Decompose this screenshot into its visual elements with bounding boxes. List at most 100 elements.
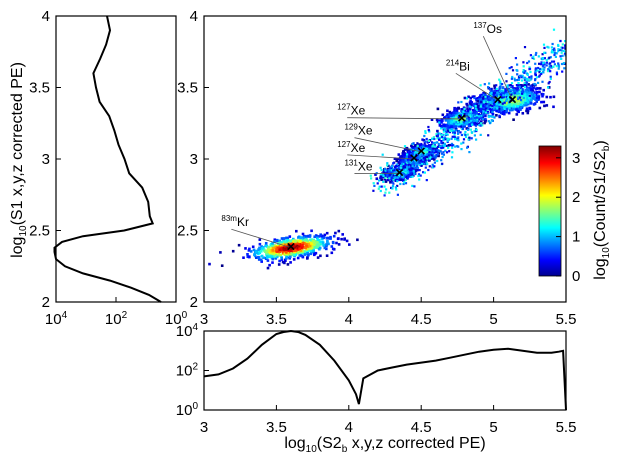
heatmap-cell: [475, 138, 478, 141]
heatmap-cell: [318, 247, 321, 251]
heatmap-cell: [495, 110, 498, 113]
heatmap-cell: [486, 111, 489, 114]
heatmap-cell: [468, 107, 472, 110]
heatmap-cell: [395, 173, 398, 176]
heatmap-cell: [257, 255, 260, 259]
heatmap-cell: [348, 243, 351, 246]
heatmap-cell: [496, 107, 499, 110]
heatmap-cell: [543, 46, 546, 49]
heatmap-cell: [503, 97, 506, 100]
heatmap-cell: [538, 106, 542, 110]
heatmap-cell: [384, 167, 387, 170]
heatmap-cell: [470, 117, 473, 120]
heatmap-cell: [436, 137, 439, 140]
heatmap-cell: [543, 63, 546, 66]
heatmap-cell: [512, 95, 515, 99]
heatmap-cell: [423, 162, 426, 166]
heatmap-cell: [537, 81, 540, 84]
heatmap-cell: [443, 124, 446, 127]
heatmap-cell: [473, 123, 476, 126]
heatmap-cell: [280, 241, 284, 244]
heatmap-cell: [483, 93, 486, 96]
heatmap-cell: [549, 56, 552, 59]
heatmap-cell: [550, 51, 553, 54]
heatmap-cell: [418, 178, 421, 181]
heatmap-cell: [557, 62, 560, 65]
heatmap-cell: [441, 162, 444, 165]
heatmap-cell: [522, 65, 525, 68]
heatmap-cell: [303, 242, 307, 246]
heatmap-cell: [477, 113, 480, 116]
heatmap-cell: [511, 75, 514, 79]
y-tick-label: 4: [42, 8, 50, 25]
heatmap-cell: [411, 156, 414, 160]
heatmap-cell: [380, 169, 383, 172]
heatmap-cell: [460, 120, 463, 124]
heatmap-cell: [469, 96, 473, 100]
heatmap-cell: [508, 67, 511, 70]
heatmap-cell: [407, 160, 410, 163]
heatmap-cell: [474, 105, 477, 108]
heatmap-cell: [575, 73, 577, 75]
heatmap-cell: [457, 120, 460, 123]
heatmap-cell: [384, 176, 387, 179]
heatmap-cell: [415, 150, 418, 153]
heatmap-cell: [527, 88, 530, 91]
heatmap-cell: [280, 247, 284, 251]
heatmap-cell: [464, 119, 467, 122]
heatmap-cell: [560, 46, 563, 49]
heatmap-cell: [456, 145, 459, 148]
heatmap-cell: [557, 67, 560, 70]
x-tick-label: 5.5: [556, 419, 577, 436]
heatmap-cell: [305, 238, 309, 242]
heatmap-cell: [514, 92, 517, 95]
heatmap-cell: [519, 108, 522, 111]
heatmap-cell: [423, 134, 426, 138]
heatmap-cell: [463, 123, 467, 126]
heatmap-cell: [480, 93, 484, 97]
heatmap-cell: [286, 253, 290, 256]
heatmap-cell: [470, 106, 473, 109]
heatmap-cell: [290, 247, 293, 250]
heatmap-cell: [382, 180, 385, 183]
heatmap-cell: [306, 245, 310, 249]
heatmap-cell: [508, 106, 511, 110]
heatmap-cell: [381, 153, 384, 156]
heatmap-cell: [415, 147, 419, 150]
heatmap-cell: [417, 151, 421, 155]
x-tick-label: 5: [489, 311, 497, 328]
heatmap-cell: [526, 101, 530, 104]
heatmap-cell: [482, 95, 486, 99]
heatmap-cell: [433, 137, 436, 141]
heatmap-cell: [320, 234, 324, 238]
heatmap-cell: [416, 159, 420, 163]
heatmap-cell: [469, 110, 472, 113]
heatmap-cell: [535, 87, 538, 90]
heatmap-cell: [505, 98, 508, 101]
heatmap-cell: [466, 146, 469, 149]
heatmap-cell: [483, 121, 486, 125]
heatmap-cell: [469, 102, 472, 106]
heatmap-cell: [373, 184, 376, 187]
heatmap-cell: [314, 234, 318, 237]
heatmap-cell: [419, 161, 422, 164]
heatmap-cell: [393, 157, 397, 160]
heatmap-cell: [515, 90, 518, 94]
heatmap-cell: [503, 101, 506, 104]
heatmap-cell: [334, 231, 337, 235]
heatmap-cell: [323, 243, 326, 247]
heatmap-cell: [258, 242, 262, 246]
heatmap-cell: [393, 170, 397, 174]
heatmap-cell: [511, 94, 514, 97]
heatmap-cell: [299, 236, 302, 239]
heatmap-cell: [273, 238, 277, 241]
heatmap-cell: [447, 146, 450, 149]
heatmap-cell: [431, 141, 434, 144]
heatmap-cell: [319, 233, 322, 236]
heatmap-cell: [443, 142, 446, 145]
heatmap-cell: [290, 252, 293, 256]
heatmap-cell: [515, 88, 519, 91]
heatmap-cell: [271, 242, 274, 245]
heatmap-cell: [459, 125, 462, 128]
heatmap-cell: [517, 96, 520, 99]
